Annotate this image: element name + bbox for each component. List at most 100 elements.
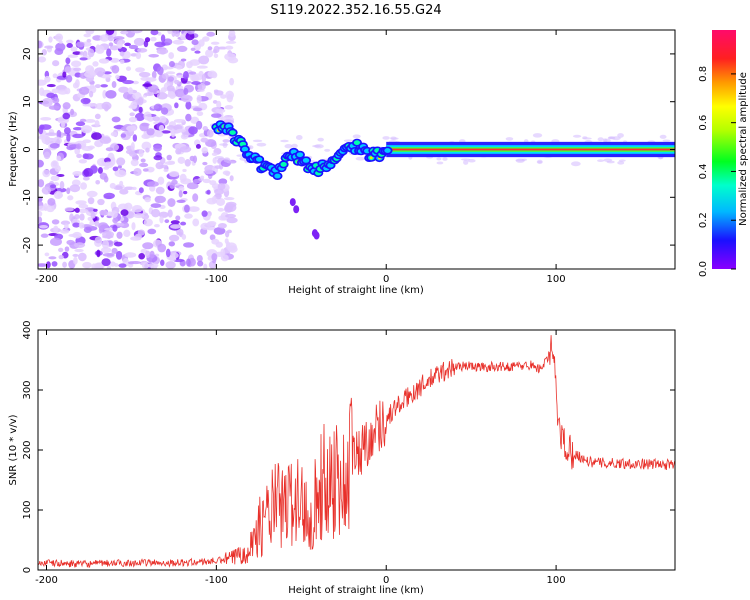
heatmap-cell: [62, 102, 71, 110]
heatmap-cell: [163, 168, 169, 173]
heatmap-cell: [190, 47, 196, 52]
heatmap-cell: [143, 92, 154, 97]
heatmap-cell: [50, 160, 59, 169]
heatmap-cell: [77, 252, 87, 262]
heatmap-cell: [291, 143, 298, 149]
heatmap-cell: [38, 40, 43, 49]
heatmap-cell: [40, 124, 52, 130]
heatmap-cell: [212, 157, 217, 164]
heatmap-cell: [80, 97, 91, 105]
heatmap-cell: [442, 157, 448, 161]
heatmap-cell: [220, 94, 227, 99]
heatmap-cell: [43, 151, 51, 160]
heatmap-cell: [141, 141, 152, 151]
heatmap-cell: [86, 190, 98, 198]
heatmap-cell: [74, 248, 84, 253]
heatmap-cell: [111, 116, 121, 123]
heatmap-cell: [72, 51, 82, 55]
heatmap-cell: [118, 86, 129, 93]
heatmap-cell: [150, 203, 162, 209]
heatmap-cell: [180, 133, 189, 140]
snr-series-path: [38, 335, 675, 568]
heatmap-cell: [75, 79, 80, 88]
heatmap-cell: [167, 198, 176, 207]
heatmap-cell: [72, 253, 79, 257]
heatmap-cell: [153, 155, 163, 161]
heatmap-cell: [170, 224, 182, 229]
colorbar-tick-label: 0.6: [698, 115, 709, 131]
heatmap-cell: [38, 179, 45, 188]
heatmap-cell: [607, 136, 613, 140]
heatmap-cell: [137, 229, 145, 236]
heatmap-cell: [41, 135, 51, 145]
heatmap-cell: [174, 30, 181, 37]
heatmap-cell: [103, 161, 114, 169]
heatmap-cell: [51, 219, 60, 225]
heatmap-cell: [183, 190, 188, 195]
heatmap-cell: [467, 159, 476, 163]
heatmap-ridge-blob: [274, 173, 281, 179]
snr-x-tick-label: 0: [383, 575, 389, 586]
heatmap-cell: [116, 231, 123, 239]
heatmap-cell: [143, 111, 152, 121]
heatmap-cell: [114, 263, 119, 267]
heatmap-cell: [217, 183, 226, 191]
heatmap-ridge-blob: [353, 140, 361, 146]
heatmap-cell: [157, 243, 167, 253]
colorbar-tick-label: 0.4: [698, 163, 709, 179]
heatmap-cell: [57, 193, 64, 198]
heatmap-cell: [166, 85, 175, 92]
heatmap-cell: [49, 237, 62, 247]
heatmap-cell: [168, 234, 180, 242]
heatmap-cell: [164, 219, 170, 224]
heatmap-cell: [84, 70, 96, 78]
heatmap-cell: [225, 40, 237, 44]
heatmap-cell: [118, 263, 127, 268]
heatmap-cell: [70, 46, 78, 52]
heatmap-cell: [64, 66, 72, 73]
heatmap-cell: [62, 112, 71, 120]
heatmap-cell: [49, 143, 60, 149]
heatmap-cell: [197, 260, 204, 267]
heatmap-cell: [75, 121, 86, 127]
heatmap-cell: [203, 169, 214, 175]
heatmap-cell: [78, 203, 89, 209]
heatmap-cell: [42, 169, 51, 178]
heatmap-cell: [171, 30, 176, 37]
heatmap-cell: [120, 133, 127, 138]
heatmap-cell: [158, 124, 165, 132]
heatmap-cell: [115, 250, 123, 260]
heatmap-cell: [167, 30, 173, 35]
heatmap-cell: [157, 176, 165, 185]
heatmap-cell: [76, 153, 82, 159]
heatmap-cell: [131, 222, 136, 231]
heatmap-cell: [147, 228, 157, 235]
heatmap-cell: [145, 147, 150, 153]
heatmap-cell: [224, 205, 234, 210]
heatmap-cell: [83, 33, 91, 38]
heatmap-y-label: Frequency (Hz): [8, 111, 19, 187]
heatmap-cell: [224, 52, 237, 61]
snr-x-tick-label: -200: [35, 575, 58, 586]
heatmap-cell: [123, 229, 131, 238]
colorbar-label: Normalized spectral amplitude: [738, 72, 749, 226]
heatmap-cell: [64, 246, 70, 252]
heatmap-cell: [225, 171, 230, 177]
heatmap-cell: [142, 168, 149, 172]
heatmap-cell: [39, 225, 48, 229]
heatmap-cell: [214, 156, 224, 160]
heatmap-cell: [202, 178, 211, 184]
heatmap-cell: [166, 154, 172, 161]
heatmap-cell: [206, 197, 218, 205]
heatmap-cell: [76, 143, 82, 150]
heatmap-cell: [79, 57, 88, 61]
snr-x-tick-label: -100: [205, 575, 228, 586]
heatmap-cell: [109, 182, 116, 189]
heatmap-cell: [55, 42, 66, 52]
heatmap-cell: [158, 115, 167, 124]
heatmap-cell: [107, 35, 114, 42]
heatmap-cell: [64, 207, 74, 212]
heatmap-cell: [160, 107, 169, 115]
heatmap-cell: [54, 33, 64, 42]
heatmap-cell: [436, 161, 444, 165]
